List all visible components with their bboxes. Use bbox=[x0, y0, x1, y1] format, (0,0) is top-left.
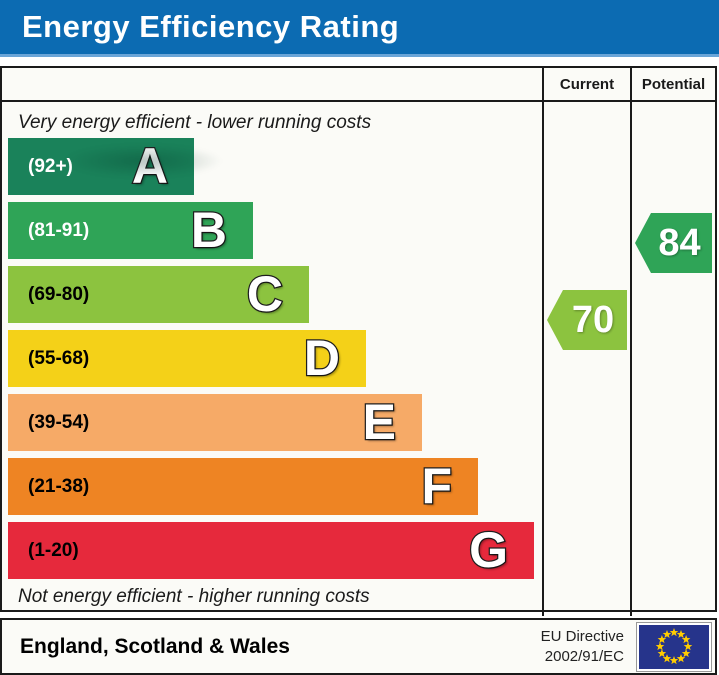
potential-rating-value: 84 bbox=[658, 221, 701, 264]
band-bar-e: (39-54) E bbox=[8, 393, 422, 452]
bands-column: Very energy efficient - lower running co… bbox=[2, 102, 542, 616]
band-row-c: (69-80) C bbox=[8, 265, 542, 324]
title-bar: Energy Efficiency Rating bbox=[0, 0, 719, 57]
header-spacer-cell bbox=[2, 68, 542, 100]
band-bar-b: (81-91) B bbox=[8, 201, 253, 260]
band-range-label: (55-68) bbox=[28, 347, 90, 369]
band-row-g: (1-20) G bbox=[8, 521, 542, 580]
band-range-label: (21-38) bbox=[28, 475, 90, 497]
band-letter: B bbox=[190, 201, 229, 260]
potential-column: 84 bbox=[630, 102, 715, 616]
band-bar-g: (1-20) G bbox=[8, 521, 534, 580]
eu-directive-label: EU Directive 2002/91/EC bbox=[541, 627, 624, 666]
eu-flag-icon bbox=[636, 621, 712, 672]
current-rating-value: 70 bbox=[571, 298, 615, 341]
band-letter: D bbox=[303, 329, 342, 388]
eu-directive-line1: EU Directive bbox=[540, 628, 624, 645]
band-range-label: (1-20) bbox=[28, 539, 79, 561]
page-title: Energy Efficiency Rating bbox=[22, 9, 400, 44]
rating-table: Current Potential Very energy efficient … bbox=[0, 66, 717, 616]
current-column: 70 bbox=[542, 102, 630, 616]
current-rating-pointer: 70 bbox=[547, 290, 627, 350]
band-range-label: (92+) bbox=[28, 155, 73, 177]
eu-directive-line2: 2002/91/EC bbox=[544, 647, 624, 665]
band-row-e: (39-54) E bbox=[8, 393, 542, 452]
band-bar-c: (69-80) C bbox=[8, 265, 309, 324]
column-header-current: Current bbox=[542, 68, 630, 100]
band-letter: F bbox=[420, 457, 453, 516]
bottom-note: Not energy efficient - higher running co… bbox=[18, 586, 370, 607]
band-letter: C bbox=[246, 265, 285, 324]
band-letter: A bbox=[131, 137, 170, 196]
band-bar-d: (55-68) D bbox=[8, 329, 366, 388]
band-row-d: (55-68) D bbox=[8, 329, 542, 388]
band-range-label: (39-54) bbox=[28, 411, 90, 433]
band-row-a: (92+) A bbox=[8, 137, 542, 196]
footer-bar: England, Scotland & Wales EU Directive 2… bbox=[0, 618, 717, 675]
rating-bands: (92+) A (81-91) B (69-80) C bbox=[2, 137, 542, 586]
band-bar-a: (92+) A bbox=[8, 137, 223, 196]
band-bar-f: (21-38) F bbox=[8, 457, 478, 516]
band-row-f: (21-38) F bbox=[8, 457, 542, 516]
band-row-b: (81-91) B bbox=[8, 201, 542, 260]
region-label: England, Scotland & Wales bbox=[20, 634, 290, 658]
band-letter: G bbox=[468, 521, 509, 580]
table-header-row: Current Potential bbox=[2, 68, 715, 102]
band-letter: E bbox=[361, 393, 397, 452]
potential-rating-pointer: 84 bbox=[635, 213, 712, 273]
table-body-row: Very energy efficient - lower running co… bbox=[2, 102, 715, 616]
band-range-label: (81-91) bbox=[28, 219, 90, 241]
band-range-label: (69-80) bbox=[28, 283, 90, 305]
top-note: Very energy efficient - lower running co… bbox=[18, 112, 372, 133]
column-header-potential: Potential bbox=[630, 68, 715, 100]
